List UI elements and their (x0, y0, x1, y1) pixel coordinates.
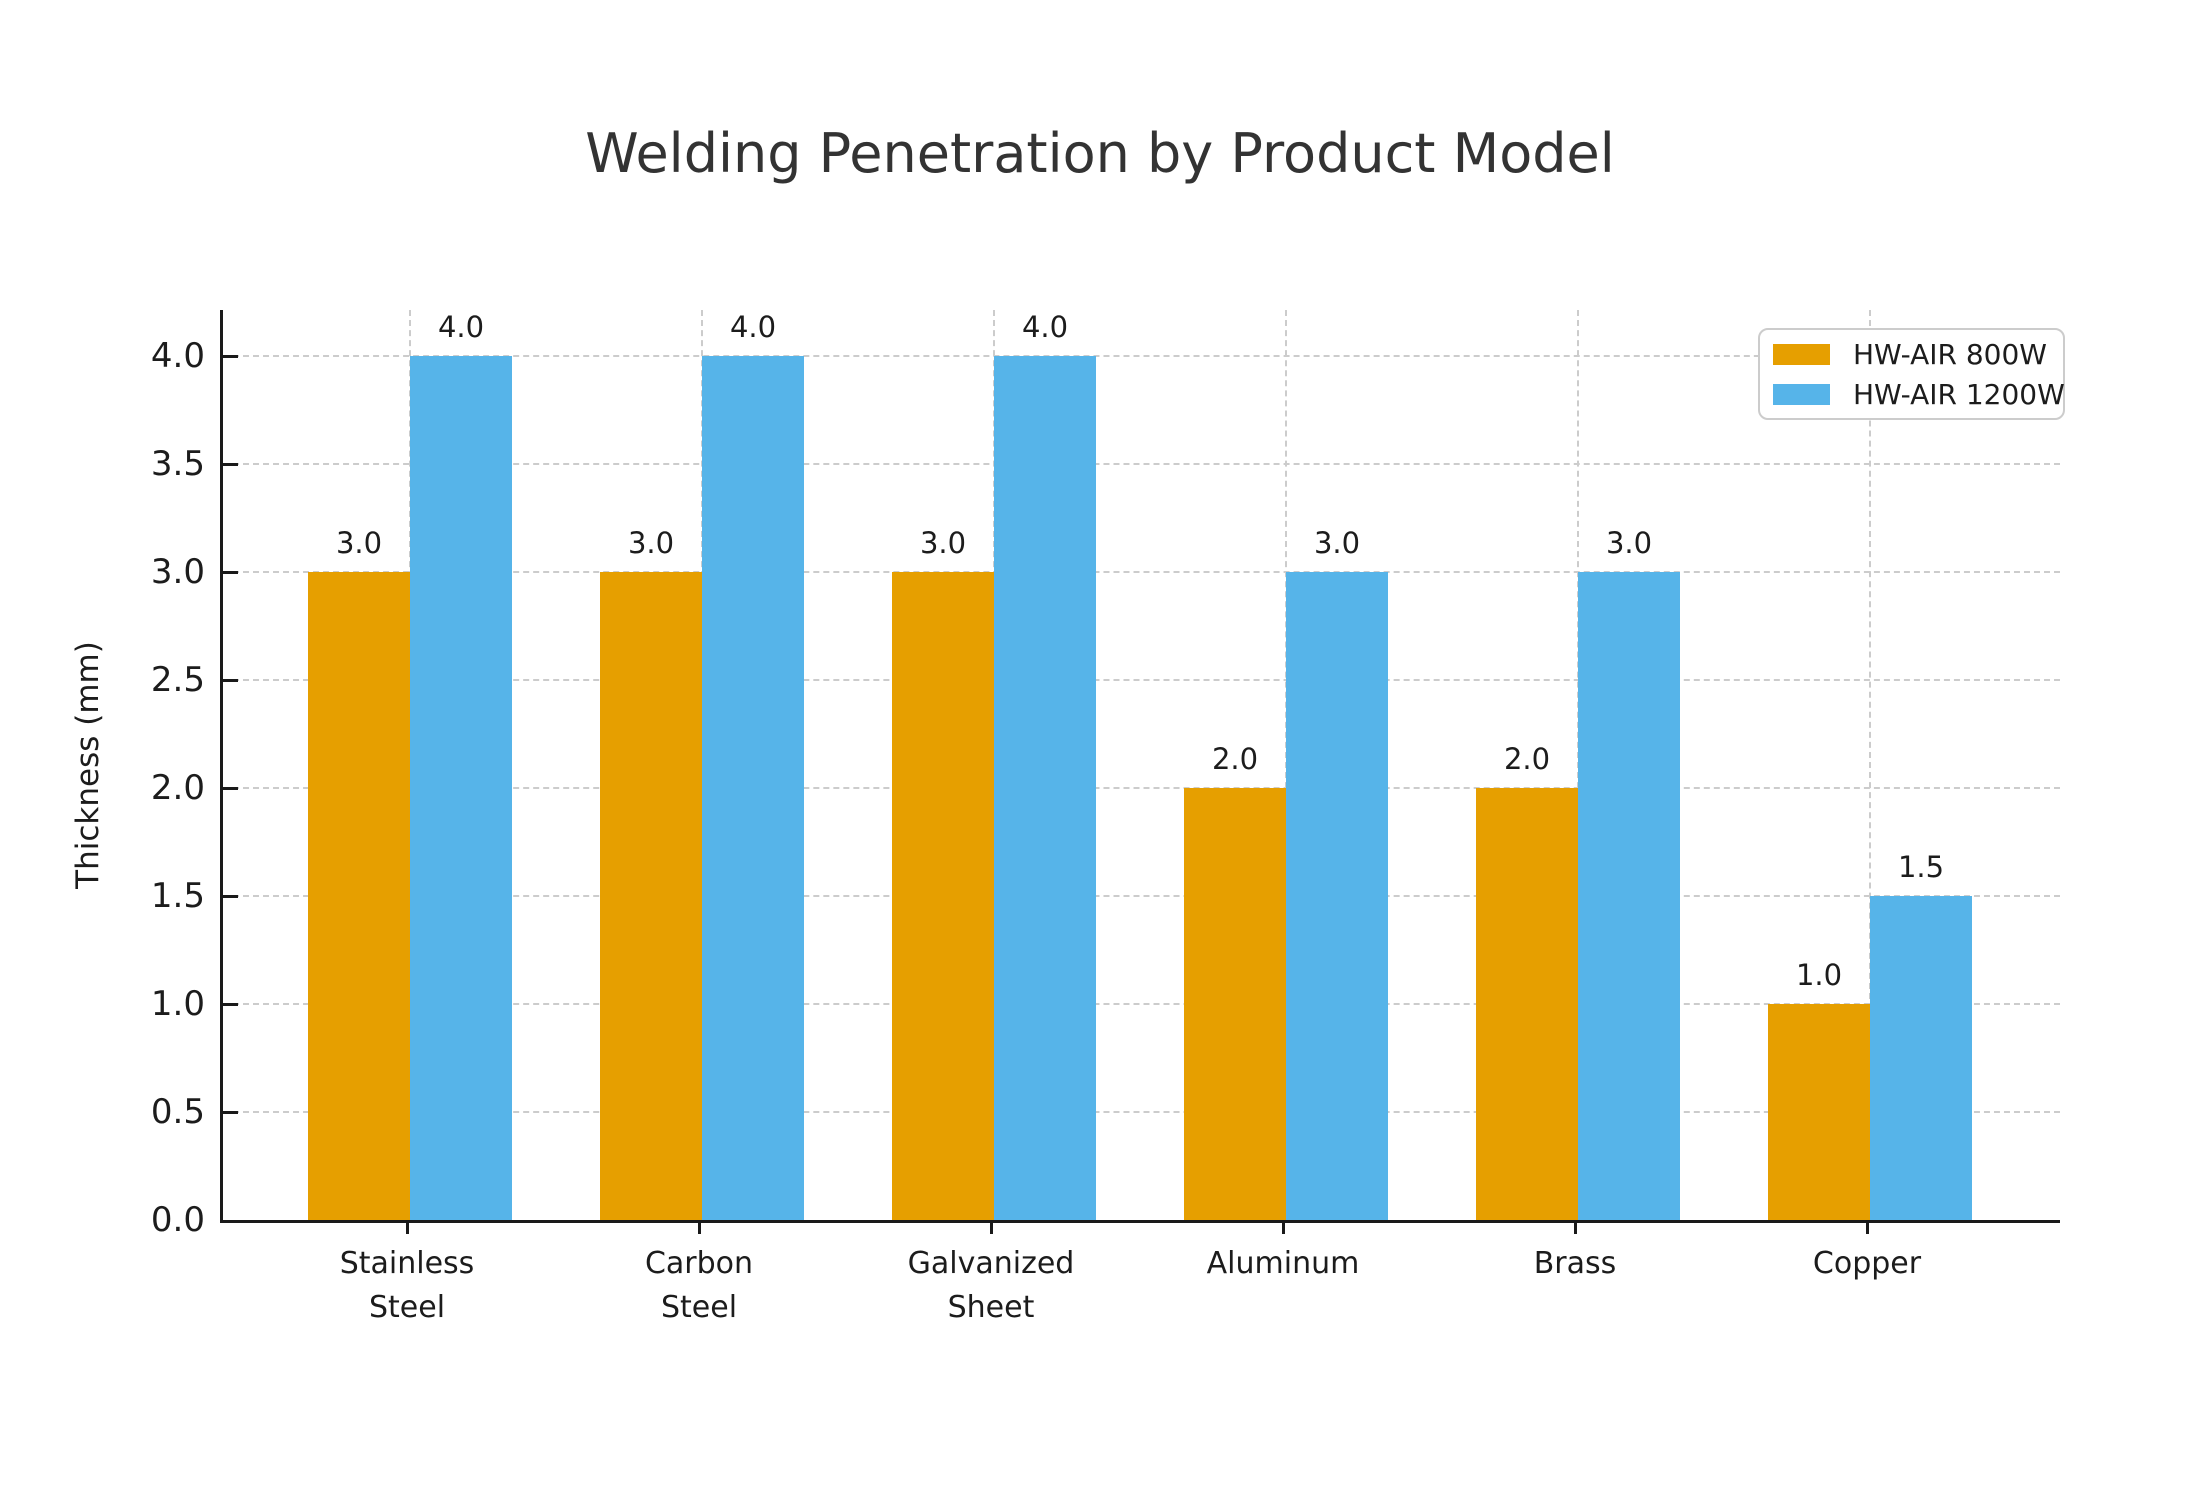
bar-1200w-1 (410, 356, 512, 1220)
y-tick-label: 0.0 (150, 1200, 205, 1240)
legend-item-1200w: HW-AIR 1200W (1773, 377, 2065, 411)
y-tick (223, 354, 238, 358)
y-gridline (223, 355, 2060, 357)
bar-value-label: 3.0 (1313, 526, 1361, 560)
y-gridline (223, 1111, 2060, 1113)
category-label: Carbon Steel (644, 1246, 754, 1325)
category-label: Copper (1812, 1246, 1922, 1281)
bar-800w-2 (600, 572, 702, 1220)
bar-value-label: 2.0 (1211, 742, 1259, 776)
bar-1200w-3 (994, 356, 1096, 1220)
bar-value-label: 4.0 (1021, 310, 1069, 344)
bar-800w-5 (1476, 788, 1578, 1220)
x-tick (1281, 1220, 1285, 1234)
legend: HW-AIR 800W HW-AIR 1200W (1758, 328, 2065, 420)
x-tick (1865, 1220, 1869, 1234)
y-tick (223, 1110, 238, 1114)
x-tick (1573, 1220, 1577, 1234)
x-tick (697, 1220, 701, 1234)
bar-value-label: 3.0 (335, 526, 383, 560)
bar-value-label: 3.0 (1605, 526, 1653, 560)
bar-1200w-2 (702, 356, 804, 1220)
bar-1200w-4 (1286, 572, 1388, 1220)
legend-label-800w: HW-AIR 800W (1853, 337, 2047, 371)
category-label: Brass (1533, 1246, 1617, 1281)
bar-800w-6 (1768, 1004, 1870, 1220)
category-label: Aluminum (1206, 1246, 1360, 1281)
y-tick-label: 3.0 (150, 552, 205, 592)
y-tick-label: 4.0 (150, 336, 205, 376)
y-tick-label: 3.5 (150, 444, 205, 484)
y-gridline (223, 895, 2060, 897)
y-gridline (223, 463, 2060, 465)
y-tick-label: 2.5 (150, 660, 205, 700)
category-label: Galvanized Sheet (907, 1246, 1075, 1325)
plot-area: 3.0 4.0 3.0 4.0 3.0 4.0 2.0 3.0 2.0 3.0 1.0 1.5 (220, 310, 2060, 1223)
y-tick-label: 0.5 (150, 1092, 205, 1132)
y-tick (223, 462, 238, 466)
y-tick (223, 678, 238, 682)
legend-swatch-1200w (1773, 383, 1830, 405)
y-tick (223, 570, 238, 574)
bar-value-label: 3.0 (919, 526, 967, 560)
bar-800w-3 (892, 572, 994, 1220)
bar-value-label: 1.0 (1795, 958, 1843, 992)
bar-value-label: 4.0 (729, 310, 777, 344)
legend-swatch-800w (1773, 343, 1830, 365)
y-tick-label: 2.0 (150, 768, 205, 808)
y-tick-label: 1.5 (150, 876, 205, 916)
bar-800w-4 (1184, 788, 1286, 1220)
bar-800w-1 (308, 572, 410, 1220)
category-label: Stainless Steel (339, 1246, 475, 1325)
legend-label-1200w: HW-AIR 1200W (1853, 377, 2065, 411)
y-gridline (223, 571, 2060, 573)
y-tick (223, 1002, 238, 1006)
y-tick (223, 894, 238, 898)
bar-1200w-5 (1578, 572, 1680, 1220)
legend-item-800w: HW-AIR 800W (1773, 338, 2063, 371)
x-gridline (1869, 310, 1871, 1220)
bar-1200w-6 (1870, 896, 1972, 1220)
bar-value-label: 2.0 (1503, 742, 1551, 776)
x-tick (405, 1220, 409, 1234)
bar-value-label: 4.0 (437, 310, 485, 344)
y-gridline (223, 787, 2060, 789)
y-tick-label: 1.0 (150, 984, 205, 1024)
x-tick (989, 1220, 993, 1234)
y-gridline (223, 679, 2060, 681)
y-gridline (223, 1003, 2060, 1005)
bar-value-label: 1.5 (1897, 850, 1945, 884)
bar-value-label: 3.0 (627, 526, 675, 560)
chart-title: Welding Penetration by Product Model (585, 122, 1615, 185)
y-tick (223, 786, 238, 790)
